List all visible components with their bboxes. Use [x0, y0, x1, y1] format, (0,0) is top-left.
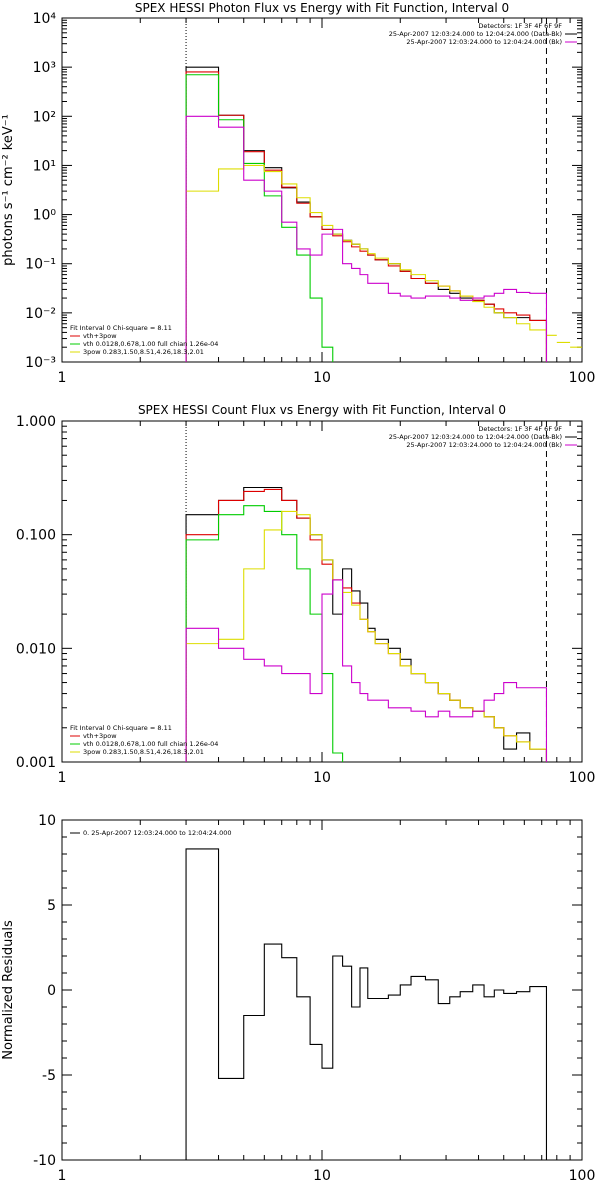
series-line-2: [185, 74, 344, 362]
series-group: [185, 486, 548, 762]
series-line-0: [185, 848, 548, 1160]
series-line-4: [185, 579, 548, 762]
legend-entry: Fit Interval 0 Chi-square = 8.11: [70, 324, 172, 332]
series-line-3: [185, 164, 582, 362]
x-tick-label: 1: [58, 1168, 67, 1184]
y-tick-label: 5: [47, 898, 56, 914]
series-group: [185, 66, 582, 362]
y-tick-label: 10⁰: [33, 208, 57, 224]
legend-entry: 25-Apr-2007 12:03:24.000 to 12:04:24.000…: [389, 433, 562, 441]
y-tick-label: 10³: [33, 60, 56, 76]
residuals-panel: 1 10 100 -10 -5 0 5 10 Normalized Residuals 0. 25…: [1, 813, 595, 1184]
y-tick-label: -10: [33, 1153, 56, 1169]
legend-entry: vth+3pow: [83, 732, 117, 740]
y-tick-label: -5: [42, 1068, 56, 1084]
y-tick-label: 0.100: [16, 528, 56, 544]
y-tick-label: 10²: [33, 109, 56, 125]
y-tick-label: 10: [38, 813, 56, 829]
y-axis-label: Normalized Residuals: [1, 920, 16, 1060]
y-tick-label: 0.010: [16, 641, 56, 657]
x-tick-label: 10: [313, 1168, 331, 1184]
series-line-0: [185, 66, 548, 362]
series-line-3: [185, 510, 548, 762]
y-tick-label: 1.000: [16, 414, 56, 430]
x-tick-label: 100: [569, 370, 596, 386]
x-tick-label: 1: [58, 770, 67, 786]
legend-entry: Detectors: 1F 3F 4F 6F 9F: [478, 22, 562, 30]
x-tick-label: 10: [313, 770, 331, 786]
photon-flux-panel: SPEX HESSI Photon Flux vs Energy with Fi…: [1, 1, 595, 386]
series-line-2: [185, 505, 344, 762]
y-tick-label: 10⁴: [33, 11, 57, 27]
legend-entry: 3pow 0.283,1.50,8.51,4.26,18.3,2.01: [83, 748, 204, 756]
legend-entry: Fit Interval 0 Chi-square = 8.11: [70, 724, 172, 732]
y-tick-label: 10⁻²: [25, 306, 56, 322]
legend-entry: 0. 25-Apr-2007 12:03:24.000 to 12:04:24.…: [83, 829, 232, 837]
y-tick-label: 10¹: [33, 158, 56, 174]
series-line-4: [185, 115, 548, 362]
y-tick-label: 0.001: [16, 755, 56, 771]
count-flux-panel: SPEX HESSI Count Flux vs Energy with Fit…: [16, 403, 595, 786]
series-line-0: [185, 486, 548, 762]
x-tick-label: 1: [58, 370, 67, 386]
x-tick-label: 10: [313, 370, 331, 386]
y-tick-label: 10⁻¹: [25, 257, 56, 273]
x-tick-label: 100: [569, 1168, 596, 1184]
legend-entry: vth+3pow: [83, 332, 117, 340]
legend-entry: vth 0.0128,0.678,1.00 full chian 1.26e-0…: [83, 340, 218, 348]
legend-entry: 25-Apr-2007 12:03:24.000 to 12:04:24.000…: [406, 38, 562, 46]
legend-entry: 25-Apr-2007 12:03:24.000 to 12:04:24.000…: [389, 30, 562, 38]
legend-entry: Detectors: 1F 3F 4F 6F 9F: [478, 425, 562, 433]
plot-frame: [61, 420, 583, 763]
legend-entry: 3pow 0.283,1.50,8.51,4.26,18.3,2.01: [83, 348, 204, 356]
y-axis-label: photons s⁻¹ cm⁻² keV⁻¹: [1, 114, 16, 266]
y-tick-label: 10⁻³: [25, 355, 56, 371]
legend-entry: vth 0.0128,0.678,1.00 full chian 1.26e-0…: [83, 740, 218, 748]
chart-title: SPEX HESSI Count Flux vs Energy with Fit…: [138, 403, 506, 417]
legend-entry: 25-Apr-2007 12:03:24.000 to 12:04:24.000…: [406, 441, 562, 449]
series-group: [185, 848, 548, 1160]
series-line-1: [185, 71, 548, 362]
x-tick-label: 100: [569, 770, 596, 786]
y-tick-label: 0: [47, 983, 56, 999]
series-line-1: [185, 488, 548, 762]
chart-title: SPEX HESSI Photon Flux vs Energy with Fi…: [135, 1, 509, 15]
